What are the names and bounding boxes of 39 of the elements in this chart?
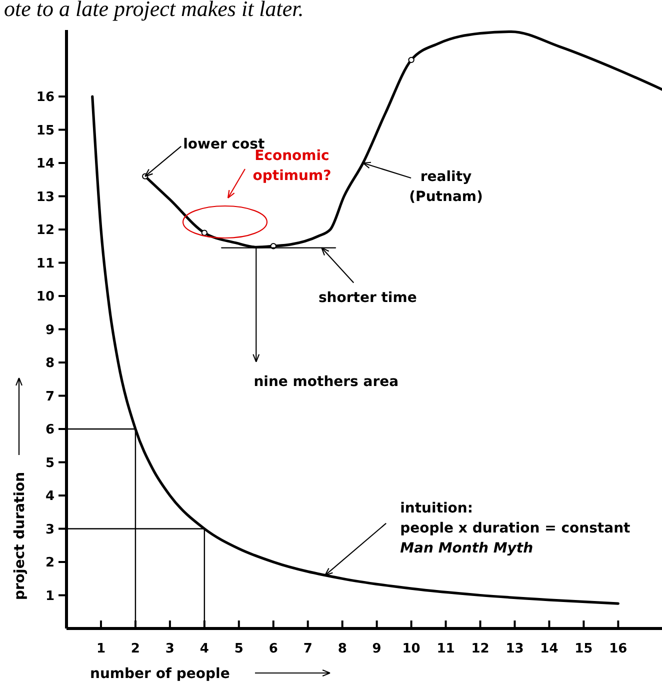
y-tick-label: 2 (45, 556, 54, 571)
annotation: reality (Putnam) (409, 169, 483, 205)
y-tick-label: 16 (36, 90, 54, 106)
y-tick-label: 4 (45, 489, 54, 504)
annotation: nine mothers area (254, 374, 399, 390)
x-tick-label: 16 (609, 642, 628, 656)
x-tick-label: 6 (268, 642, 278, 656)
y-tick-label: 5 (45, 456, 54, 471)
x-tick-label: 11 (436, 642, 455, 656)
x-axis-title: number of people (90, 666, 230, 682)
x-tick-label: 2 (130, 642, 140, 656)
x-tick-label: 4 (200, 642, 209, 656)
y-tick-label: 6 (45, 422, 54, 438)
x-tick-label: 5 (234, 642, 244, 656)
y-tick-label: 12 (36, 223, 54, 238)
x-tick-label: 15 (574, 642, 593, 656)
x-tick-label: 12 (471, 642, 490, 656)
y-tick-label: 1 (45, 588, 54, 604)
y-tick-label: 7 (45, 389, 54, 404)
annotation: intuition: people x duration = constant Man Month Myth (400, 500, 631, 556)
y-tick-label: 10 (36, 290, 54, 305)
y-tick-label: 9 (45, 322, 54, 338)
y-tick-label: 14 (36, 156, 54, 172)
y-axis-title: project duration (12, 472, 28, 600)
chart-title: ote to a late project makes it later. (4, 0, 304, 21)
x-tick-label: 10 (402, 642, 420, 656)
y-tick-label: 13 (36, 190, 54, 205)
y-tick-label: 15 (36, 123, 54, 138)
x-tick-label: 7 (303, 642, 312, 656)
x-tick-label: 14 (540, 642, 558, 656)
y-tick-label: 11 (36, 256, 54, 272)
y-tick-label: 8 (45, 356, 54, 372)
annotation: shorter time (318, 290, 417, 306)
x-tick-label: 13 (506, 642, 524, 656)
x-tick-label: 9 (372, 642, 382, 656)
x-tick-label: 1 (96, 642, 106, 656)
x-tick-label: 3 (165, 642, 174, 656)
y-tick-label: 3 (45, 522, 54, 538)
x-tick-label: 8 (338, 642, 347, 656)
